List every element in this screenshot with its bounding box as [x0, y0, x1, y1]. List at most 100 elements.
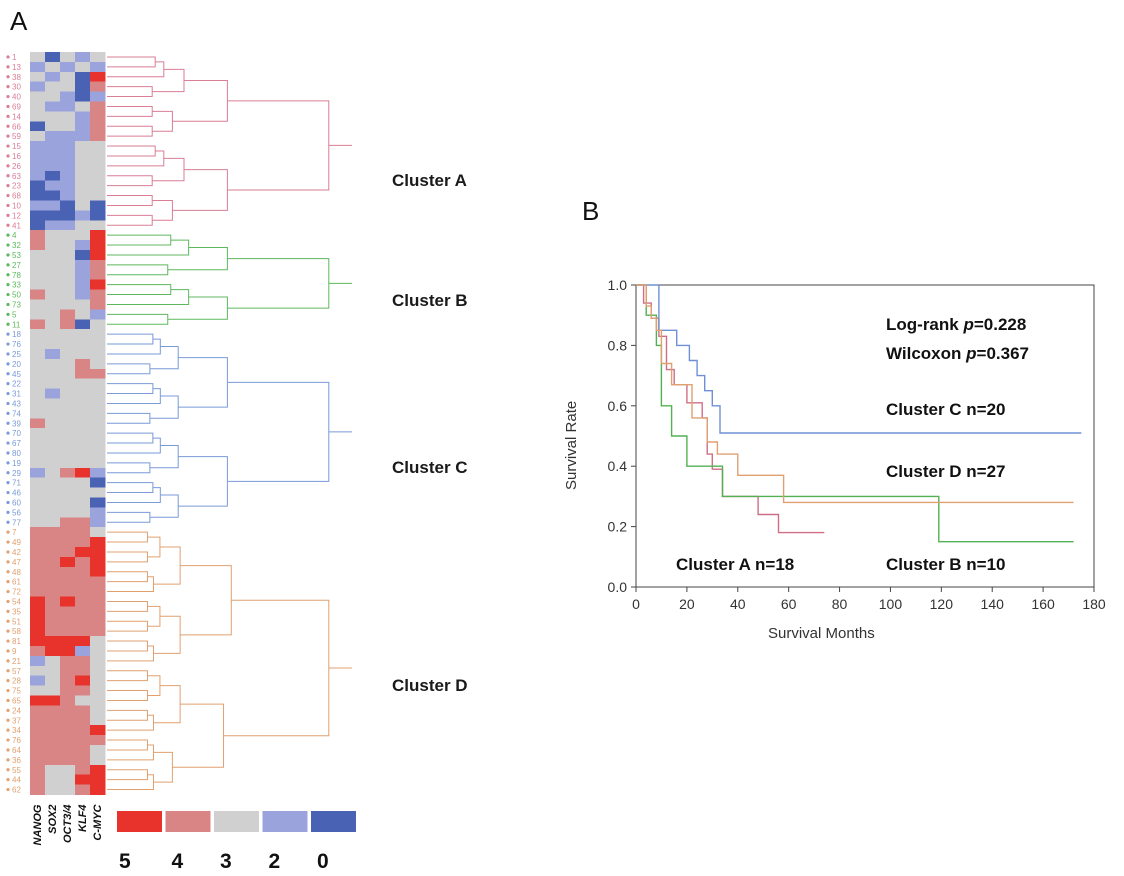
row-marker: [6, 629, 10, 633]
heatmap-cell: [75, 319, 91, 330]
row-label: 71: [12, 479, 21, 488]
heatmap-cell: [60, 121, 76, 132]
heatmap-cell: [90, 497, 106, 508]
row-label: 32: [12, 241, 21, 250]
x-tick-label: 20: [679, 596, 695, 612]
gene-label: C-MYC: [92, 803, 104, 840]
heatmap-cell: [60, 180, 76, 191]
heatmap-cell: [90, 61, 106, 73]
row-label: 47: [12, 558, 21, 567]
cluster-label-c: Cluster C: [392, 458, 468, 477]
heatmap-cell: [60, 349, 76, 360]
heatmap-cell: [30, 616, 46, 627]
dendrogram-branch-cluster-c: [149, 395, 179, 419]
heatmap-cell: [90, 695, 106, 706]
x-tick-label: 180: [1082, 596, 1106, 612]
heatmap-cell: [90, 210, 106, 221]
row-label: 16: [12, 152, 21, 161]
heatmap-cell: [30, 81, 46, 92]
dendrogram-branch-cluster-a: [152, 68, 185, 93]
row-marker: [6, 768, 10, 772]
row-label: 78: [12, 271, 21, 280]
heatmap-cell: [60, 547, 76, 558]
x-tick-label: 80: [832, 596, 848, 612]
row-label: 39: [12, 419, 21, 428]
heatmap-cell: [30, 230, 46, 241]
dendrogram: [107, 56, 352, 791]
row-label: 64: [12, 746, 21, 755]
heatmap-cell: [45, 170, 61, 181]
row-label: 7: [12, 528, 17, 537]
gene-label: OCT3/4: [62, 805, 74, 844]
heatmap-cell: [60, 507, 76, 518]
row-marker: [6, 253, 10, 257]
heatmap-cell: [45, 428, 61, 439]
heatmap-cell: [90, 101, 106, 112]
survival-curve-cluster-c: [636, 284, 1082, 434]
heatmap-cell: [45, 527, 61, 538]
heatmap-cell: [45, 180, 61, 191]
row-marker: [6, 372, 10, 376]
row-marker: [6, 174, 10, 178]
heatmap-cell: [75, 665, 91, 676]
heatmap-cell: [30, 160, 46, 172]
heatmap-cell: [30, 101, 46, 112]
heatmap-cell: [45, 655, 61, 667]
logrank-value: =0.228: [974, 315, 1026, 334]
dendrogram-branch-cluster-b: [167, 247, 228, 271]
heatmap-cell: [90, 349, 106, 360]
heatmap-cell: [90, 250, 106, 261]
row-label: 9: [12, 647, 17, 656]
row-marker: [6, 738, 10, 742]
row-marker: [6, 570, 10, 574]
heatmap-cell: [30, 477, 46, 488]
heatmap-cell: [75, 537, 91, 548]
legend-value: 5: [119, 850, 131, 873]
heatmap-cell: [45, 91, 61, 102]
dendrogram-branch-cluster-c: [149, 346, 179, 370]
heatmap-cell: [90, 269, 106, 280]
dendrogram-branch-cluster-d: [153, 751, 173, 783]
gene-labels: NANOG SOX2 OCT3/4 KLF4 C-MYC: [32, 803, 104, 845]
heatmap-cell: [75, 279, 91, 290]
dendrogram-branch-cluster-b: [107, 234, 172, 246]
heatmap-cell: [45, 774, 61, 785]
row-label: 12: [12, 211, 21, 220]
heatmap-cell: [45, 378, 61, 389]
row-label: 77: [12, 518, 21, 527]
heatmap-cell: [75, 111, 91, 122]
row-marker: [6, 391, 10, 396]
heatmap-cell: [45, 626, 61, 637]
heatmap-cell: [90, 735, 106, 746]
x-tick-label: 140: [981, 596, 1005, 612]
dendrogram-branch-cluster-b: [107, 239, 190, 256]
heatmap-cell: [75, 596, 91, 607]
heatmap-cell: [90, 52, 106, 63]
heatmap-cell: [30, 339, 46, 350]
row-label: 70: [12, 429, 21, 438]
row-label: 60: [12, 498, 21, 507]
row-label: 40: [12, 93, 21, 102]
cluster-a-n-label: Cluster A n=18: [676, 555, 794, 574]
legend-swatch: [311, 811, 356, 832]
heatmap-cell: [90, 388, 106, 399]
row-label: 54: [12, 597, 21, 606]
heatmap-cell: [90, 378, 106, 389]
heatmap-cell: [60, 210, 76, 221]
heatmap-cell: [75, 329, 91, 340]
row-marker: [6, 134, 10, 138]
heatmap-cell: [60, 527, 76, 538]
heatmap-cell: [30, 438, 46, 449]
dendrogram-branch-cluster-b: [107, 284, 172, 296]
dendrogram-branch-cluster-a: [107, 56, 156, 68]
row-label: 11: [12, 320, 21, 329]
heatmap-cell: [45, 606, 61, 617]
row-label: 25: [12, 350, 21, 359]
heatmap-cell: [75, 160, 91, 172]
heatmap-cell: [60, 388, 76, 399]
row-marker: [6, 599, 10, 604]
dendrogram-branch-cluster-c: [107, 487, 161, 503]
heatmap-cell: [45, 111, 61, 122]
heatmap-cell: [30, 725, 46, 736]
row-label: 51: [12, 617, 21, 626]
